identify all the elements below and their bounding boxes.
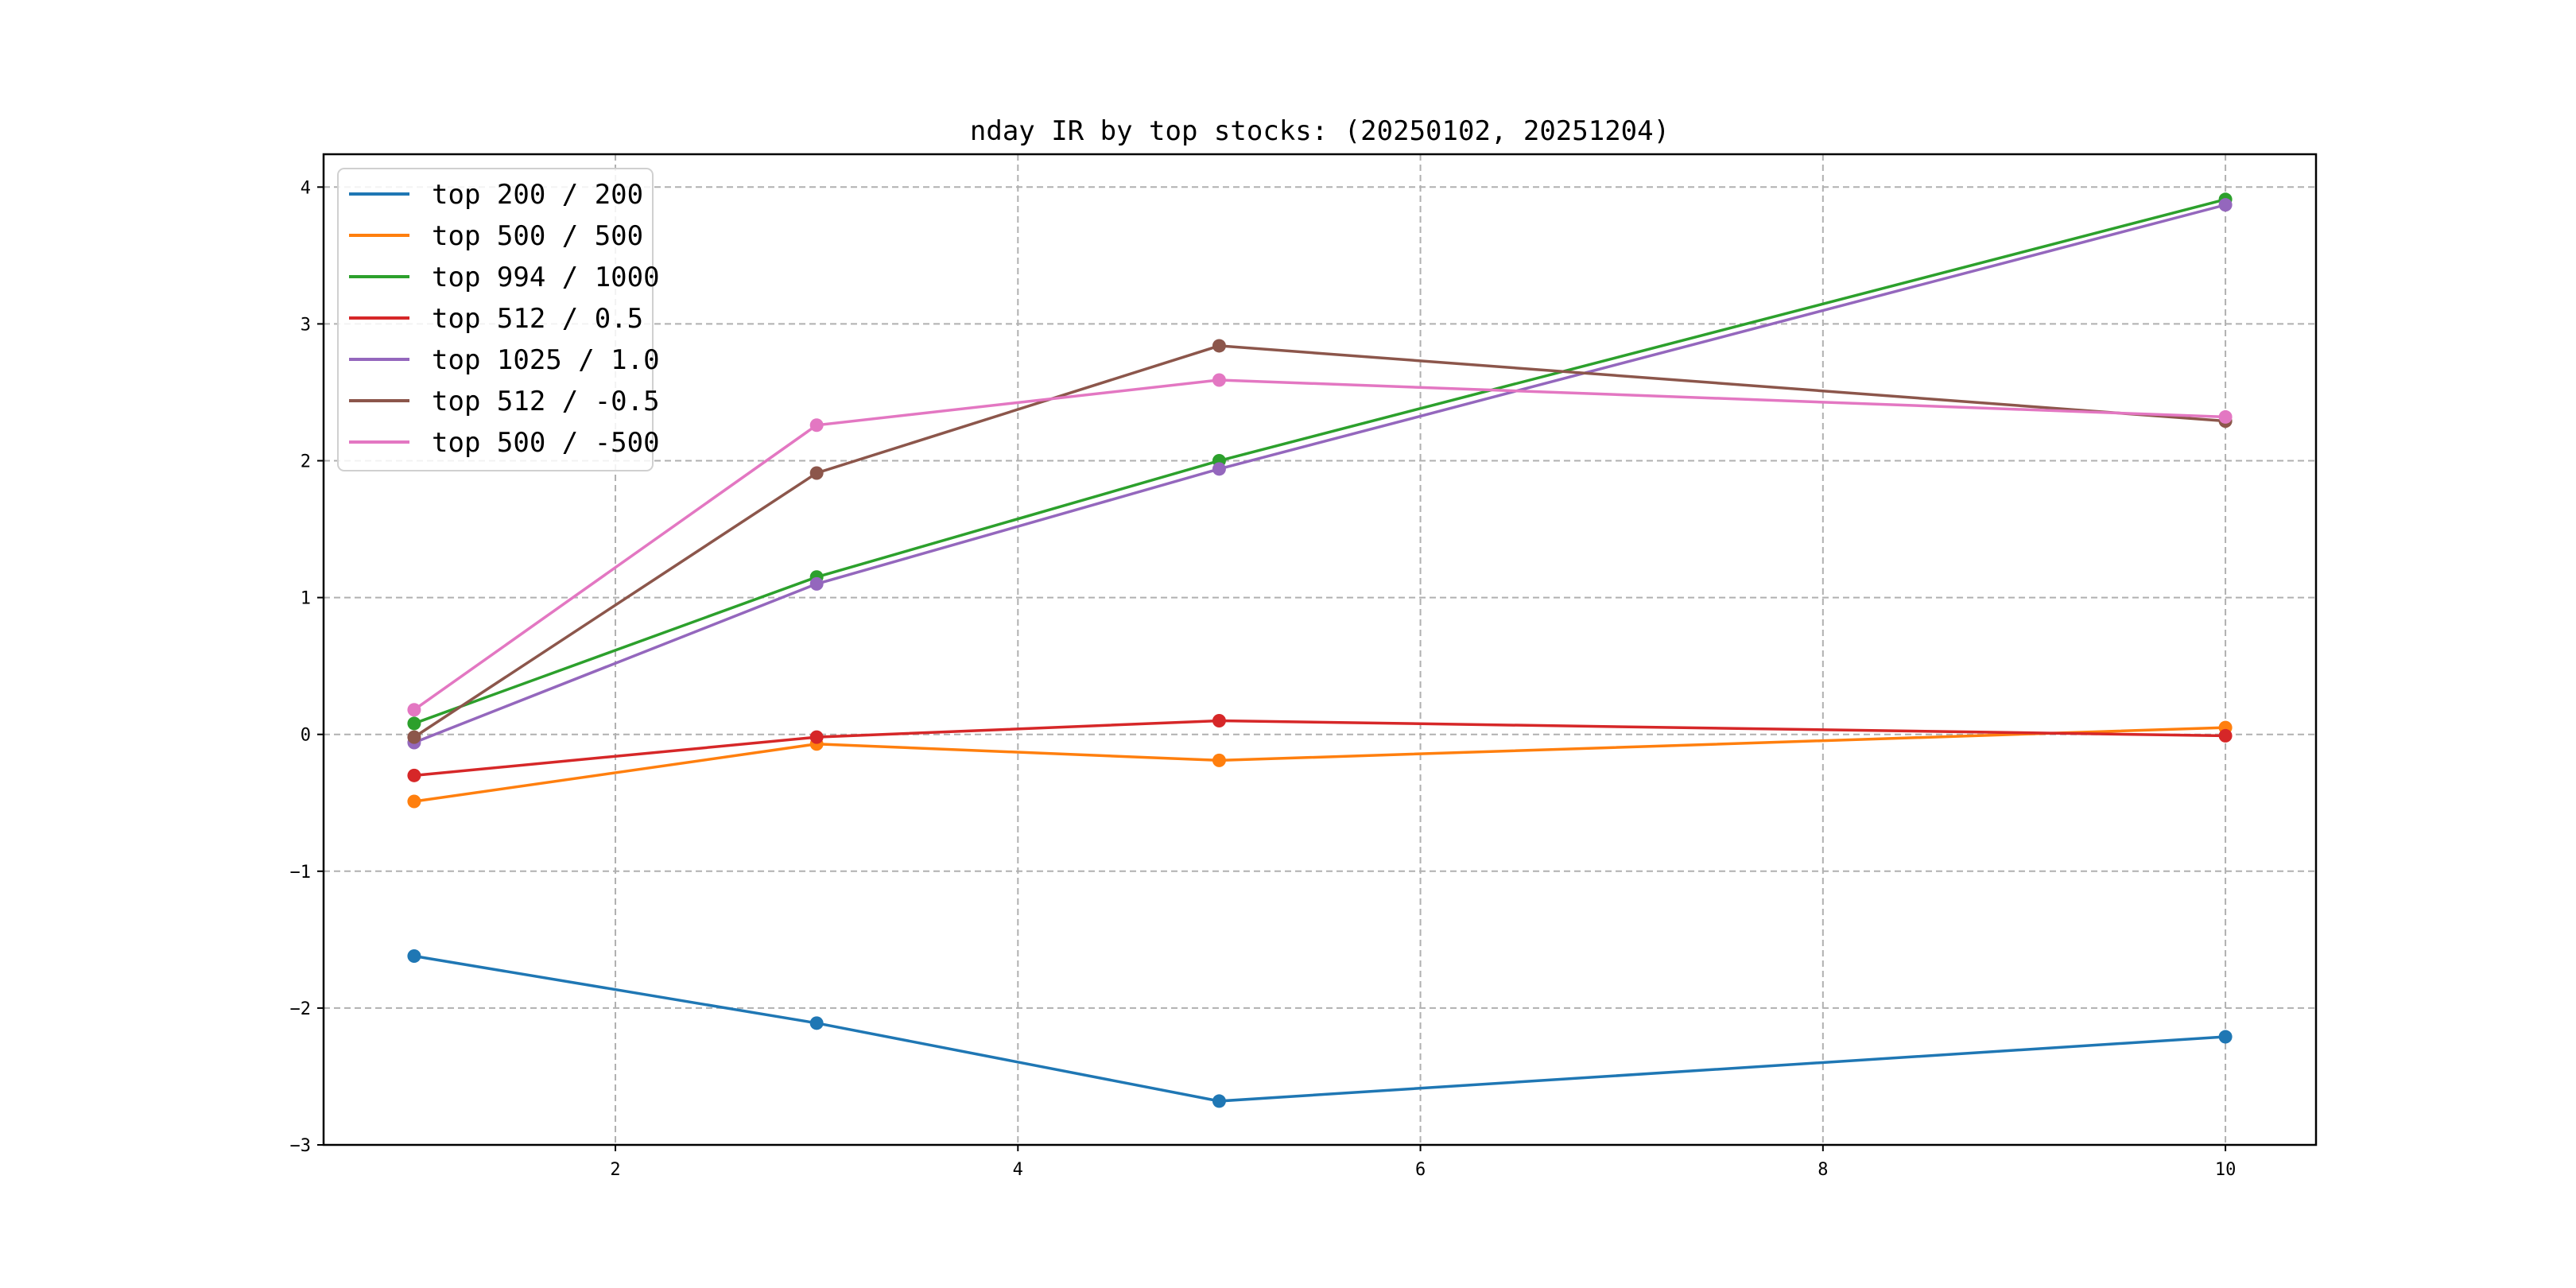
data-point xyxy=(809,730,824,744)
series-line xyxy=(413,198,2226,725)
x-tick-label: 8 xyxy=(1818,1160,1828,1180)
data-point xyxy=(407,730,421,744)
series-line xyxy=(413,954,2226,1103)
series-line xyxy=(413,719,2226,778)
legend-label: top 512 / 0.5 xyxy=(432,303,643,335)
chart-title: nday IR by top stocks: (20250102, 202512… xyxy=(970,115,1670,147)
data-point xyxy=(1212,753,1226,767)
x-tick-label: 10 xyxy=(2215,1160,2237,1180)
legend-label: top 500 / 500 xyxy=(432,220,643,252)
data-point xyxy=(2218,198,2233,212)
series-0 xyxy=(407,949,2233,1108)
y-tick-label: 0 xyxy=(301,726,311,746)
x-tick-label: 4 xyxy=(1013,1160,1023,1180)
axis-ticks: 2 4 6 8 10 −3 −2 −1 0 1 2 3 4 xyxy=(290,178,2237,1180)
data-point xyxy=(407,794,421,809)
data-point xyxy=(407,768,421,782)
x-tick-label: 2 xyxy=(610,1160,620,1180)
data-point xyxy=(1212,713,1226,727)
y-tick-label: 1 xyxy=(301,589,311,609)
x-tick-label: 6 xyxy=(1415,1160,1426,1180)
legend-label: top 512 / -0.5 xyxy=(432,386,660,417)
data-point xyxy=(809,1016,824,1030)
data-point xyxy=(1212,339,1226,353)
data-point xyxy=(2218,1030,2233,1044)
data-point xyxy=(809,576,824,591)
y-tick-label: 2 xyxy=(301,452,311,472)
data-point xyxy=(1212,373,1226,387)
y-tick-label: 4 xyxy=(301,178,311,198)
data-point xyxy=(407,703,421,717)
series-4 xyxy=(407,198,2233,750)
legend-box xyxy=(337,168,654,471)
data-point xyxy=(1212,462,1226,476)
series-line xyxy=(413,378,2226,712)
data-point xyxy=(2218,728,2233,743)
series-3 xyxy=(407,713,2233,782)
series-lines xyxy=(407,192,2233,1108)
plot-frame xyxy=(322,153,2318,1146)
y-tick-label: 3 xyxy=(301,315,311,335)
y-tick-label: −1 xyxy=(290,863,312,883)
data-point xyxy=(809,418,824,433)
series-line xyxy=(413,726,2226,803)
data-point xyxy=(407,949,421,964)
y-tick-label: −3 xyxy=(290,1136,312,1156)
series-line xyxy=(413,203,2226,744)
data-point xyxy=(2218,409,2233,424)
data-point xyxy=(809,466,824,480)
legend-label: top 500 / -500 xyxy=(432,427,660,459)
series-6 xyxy=(407,373,2233,717)
series-line xyxy=(413,344,2226,739)
legend-label: top 994 / 1000 xyxy=(432,262,660,293)
data-point xyxy=(1212,1094,1226,1108)
legend-label: top 1025 / 1.0 xyxy=(432,344,660,376)
legend: top 200 / 200 top 500 / 500 top 994 / 1000… xyxy=(337,168,660,471)
y-tick-label: −2 xyxy=(290,999,312,1019)
data-point xyxy=(407,716,421,731)
legend-label: top 200 / 200 xyxy=(432,179,643,211)
